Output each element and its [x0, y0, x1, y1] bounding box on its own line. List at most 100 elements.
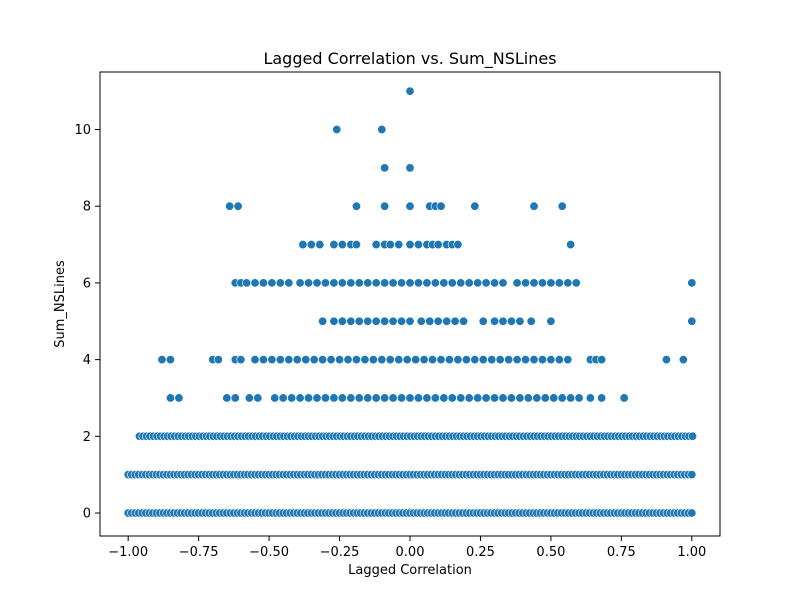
data-point	[574, 393, 584, 403]
data-point	[222, 393, 232, 403]
x-tick-label: −0.50	[249, 545, 289, 560]
data-point	[320, 278, 330, 288]
data-point	[512, 278, 522, 288]
data-point	[388, 278, 398, 288]
data-point	[295, 393, 305, 403]
data-point	[464, 278, 474, 288]
data-point	[363, 316, 373, 326]
data-point	[461, 355, 471, 365]
data-point	[309, 355, 319, 365]
data-point	[678, 355, 688, 365]
data-point	[258, 355, 268, 365]
data-point	[498, 278, 508, 288]
data-point	[416, 316, 426, 326]
data-point	[456, 393, 466, 403]
data-point	[236, 355, 246, 365]
data-point	[304, 393, 314, 403]
data-point	[405, 163, 415, 173]
data-point	[585, 393, 595, 403]
data-point	[394, 355, 404, 365]
data-point	[225, 201, 235, 211]
x-tick-label: 0.00	[396, 545, 425, 560]
data-point	[270, 393, 280, 403]
data-point	[250, 355, 260, 365]
x-tick-label: 0.75	[607, 545, 636, 560]
data-point	[354, 316, 364, 326]
x-axis: −1.00 −0.75 −0.50 −0.25 0.00 0.25 0.50 0.75 1.00	[108, 536, 706, 560]
data-point	[425, 316, 435, 326]
data-point	[413, 393, 423, 403]
data-point	[512, 355, 522, 365]
data-point	[470, 355, 480, 365]
data-point	[377, 355, 387, 365]
data-point	[295, 278, 305, 288]
data-point	[360, 355, 370, 365]
data-point	[287, 393, 297, 403]
data-point	[597, 355, 607, 365]
data-point	[498, 393, 508, 403]
data-point	[174, 393, 184, 403]
data-point	[165, 355, 175, 365]
data-point	[337, 278, 347, 288]
data-point	[490, 316, 500, 326]
data-point	[504, 355, 514, 365]
data-point	[306, 240, 316, 250]
data-point	[332, 125, 342, 135]
data-point	[380, 201, 390, 211]
data-point	[447, 393, 457, 403]
data-point	[329, 393, 339, 403]
data-point	[411, 355, 421, 365]
data-point	[433, 316, 443, 326]
data-point	[554, 278, 564, 288]
data-point	[487, 355, 497, 365]
data-point	[566, 240, 576, 250]
data-point	[413, 278, 423, 288]
data-point	[405, 393, 415, 403]
data-point	[515, 393, 525, 403]
data-point	[563, 278, 573, 288]
x-axis-label: Lagged Correlation	[348, 563, 472, 578]
data-point	[447, 278, 457, 288]
data-point	[157, 355, 167, 365]
data-point	[419, 355, 429, 365]
data-point	[244, 393, 254, 403]
data-point	[337, 240, 347, 250]
data-point	[529, 278, 539, 288]
data-point	[351, 201, 361, 211]
data-point	[540, 393, 550, 403]
data-point	[312, 278, 322, 288]
data-point	[318, 316, 328, 326]
data-point	[523, 393, 533, 403]
data-point	[380, 278, 390, 288]
data-point	[529, 201, 539, 211]
data-point	[506, 393, 516, 403]
data-point	[377, 125, 387, 135]
data-point	[346, 316, 356, 326]
y-tick-label: 8	[83, 200, 91, 215]
data-point	[597, 393, 607, 403]
data-point	[320, 393, 330, 403]
data-point	[312, 393, 322, 403]
data-point	[284, 278, 294, 288]
data-point	[459, 316, 469, 326]
data-point	[397, 278, 407, 288]
y-tick-label: 0	[83, 506, 91, 521]
data-point	[267, 355, 277, 365]
data-point	[388, 393, 398, 403]
y-tick-label: 10	[74, 123, 91, 138]
data-point	[521, 355, 531, 365]
data-point	[380, 316, 390, 326]
data-point	[405, 316, 415, 326]
data-point	[439, 278, 449, 288]
data-point	[371, 393, 381, 403]
data-point	[554, 355, 564, 365]
x-tick-label: −0.75	[179, 545, 219, 560]
data-point	[298, 240, 308, 250]
y-axis-label: Sum_NSLines	[53, 260, 68, 348]
data-point	[687, 278, 697, 288]
data-point	[687, 316, 697, 326]
data-point	[430, 278, 440, 288]
data-point	[473, 393, 483, 403]
